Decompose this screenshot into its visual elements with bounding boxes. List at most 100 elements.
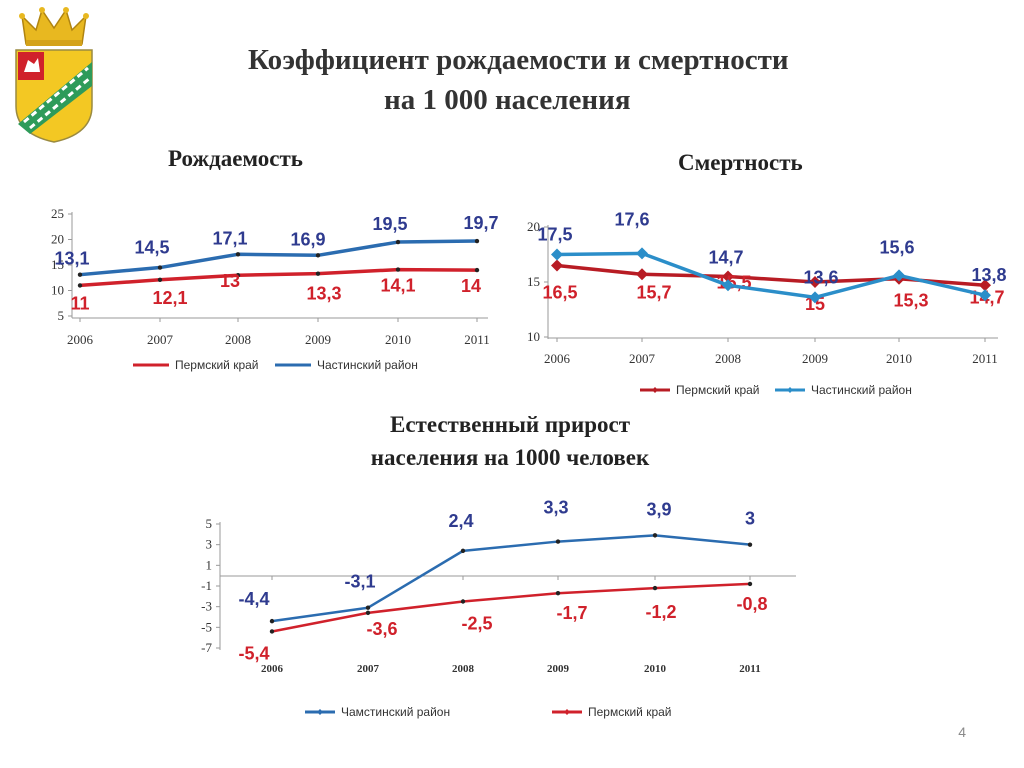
series-point — [979, 279, 991, 292]
data-label: -3,1 — [344, 572, 375, 592]
data-label: -1,2 — [645, 602, 676, 622]
series-point — [157, 277, 163, 282]
coat-of-arms-emblem — [15, 7, 93, 143]
y-tick-label: 25 — [51, 206, 64, 221]
series-point — [365, 610, 371, 616]
series-point — [365, 605, 371, 610]
series-point — [747, 542, 753, 547]
data-label: 19,5 — [372, 214, 407, 234]
y-tick-label: 20 — [51, 232, 64, 247]
x-tick-label: 2007 — [629, 351, 656, 366]
series-point — [551, 248, 563, 261]
x-tick-label: 2008 — [225, 332, 251, 347]
series-point — [269, 629, 275, 634]
legend-label: Пермский край — [175, 358, 259, 372]
legend-label: Пермский край — [588, 705, 672, 719]
data-label: 13 — [220, 271, 240, 291]
y-tick-label: -1 — [201, 578, 212, 593]
legend-marker — [564, 709, 570, 715]
series-point — [551, 259, 563, 272]
y-tick-label: -5 — [201, 619, 212, 634]
page-number: 4 — [958, 724, 966, 740]
x-tick-label: 2011 — [972, 351, 998, 366]
data-label: 12,1 — [152, 288, 187, 308]
x-tick-label: 2006 — [544, 351, 571, 366]
data-label: 16,5 — [542, 283, 577, 303]
legend-marker — [652, 387, 658, 393]
data-label: -1,7 — [556, 603, 587, 623]
data-label: 15,7 — [636, 282, 671, 302]
x-tick-label: 2010 — [644, 663, 667, 675]
x-tick-label: 2011 — [464, 332, 490, 347]
growth-chart-subtitle-line1: Естественный прирост — [389, 412, 631, 437]
series-point — [474, 238, 480, 244]
legend-label: Чамстинский район — [341, 705, 450, 719]
x-tick-label: 2011 — [739, 663, 760, 675]
y-tick-label: 5 — [206, 516, 213, 531]
series-point — [460, 548, 466, 554]
series-point — [395, 267, 401, 272]
data-label: -0,8 — [736, 594, 767, 614]
death-chart-subtitle: Смертность — [678, 150, 803, 175]
data-label: 13,1 — [54, 249, 89, 269]
series-point — [315, 253, 321, 258]
y-tick-label: 20 — [527, 219, 540, 234]
y-tick-label: 5 — [58, 308, 65, 323]
series-point — [77, 272, 83, 277]
page-title-line1: Коэффициент рождаемости и смертности — [248, 44, 789, 76]
series-point — [722, 270, 734, 283]
data-label: 15,6 — [879, 237, 914, 257]
series-point — [809, 291, 821, 304]
legend-label: Пермский край — [676, 383, 760, 397]
series-point — [460, 599, 466, 604]
x-tick-label: 2010 — [886, 351, 912, 366]
y-tick-label: -3 — [201, 599, 212, 614]
data-label: 17,5 — [537, 225, 572, 245]
data-label: 15,3 — [893, 291, 928, 311]
x-tick-label: 2007 — [357, 663, 380, 675]
data-label: 14,1 — [380, 276, 415, 296]
y-tick-label: 15 — [527, 274, 540, 289]
series-point — [747, 581, 753, 587]
data-label: 2,4 — [448, 511, 473, 531]
series-point — [652, 585, 658, 591]
series-point — [235, 252, 241, 257]
x-tick-label: 2006 — [67, 332, 94, 347]
x-tick-label: 2007 — [147, 332, 174, 347]
data-label: 13,3 — [306, 284, 341, 304]
legend-label: Частинский район — [317, 358, 418, 372]
y-tick-label: 3 — [206, 537, 213, 552]
data-label: 16,9 — [290, 229, 325, 249]
series-point — [157, 265, 163, 270]
series-point — [722, 279, 734, 292]
series-line-2 — [556, 251, 986, 300]
page-title-line2: на 1 000 населения — [384, 84, 631, 116]
data-label: 14,7 — [708, 247, 743, 267]
data-label: 13,8 — [971, 265, 1006, 285]
x-tick-label: 2009 — [547, 663, 570, 675]
data-label: -5,4 — [238, 643, 269, 663]
series-point — [474, 267, 480, 273]
x-tick-label: 2010 — [385, 332, 411, 347]
y-tick-label: 1 — [206, 557, 213, 572]
series-point — [652, 533, 658, 538]
series-point — [395, 239, 401, 245]
series-point — [555, 591, 561, 596]
y-tick-label: 15 — [51, 257, 64, 272]
series-line-1 — [271, 534, 751, 623]
data-label: 11 — [70, 293, 89, 313]
series-point — [269, 618, 275, 624]
series-line-2 — [271, 582, 751, 633]
x-tick-label: 2009 — [305, 332, 331, 347]
x-tick-label: 2006 — [261, 663, 284, 675]
legend-label: Частинский район — [811, 383, 912, 397]
data-label: 14 — [461, 276, 481, 296]
growth-chart-subtitle-line2: населения на 1000 человек — [370, 445, 650, 470]
x-tick-label: 2008 — [452, 663, 475, 675]
series-point — [235, 273, 241, 278]
y-tick-label: -7 — [201, 640, 212, 655]
series-point — [893, 269, 905, 282]
legend-marker — [787, 387, 793, 393]
